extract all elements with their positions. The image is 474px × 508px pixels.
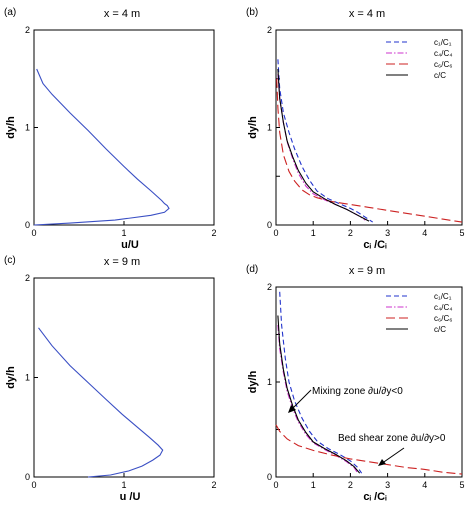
x-axis-label: u/U (121, 239, 139, 251)
legend-entry: c₆/C₆ (434, 314, 452, 323)
x-tick-label: 2 (211, 228, 216, 238)
panel-1: 0 1 2 0 1 2 u/U dy/h (a) x = 4 m (4, 7, 217, 251)
panel-label: (a) (4, 7, 16, 18)
y-axis-label: dy/h (5, 116, 17, 139)
series-line-1 (279, 291, 363, 474)
y-tick-label: 2 (267, 25, 272, 35)
panel-title: x = 4 m (349, 8, 385, 20)
panel-title: x = 9 m (104, 256, 140, 268)
x-tick-label: 2 (348, 228, 353, 238)
panel-3: 0 1 2 0 1 2 u /U dy/h (c) x = 9 m (4, 255, 217, 503)
y-tick-label: 1 (25, 373, 30, 383)
series-line-2 (277, 73, 366, 221)
y-tick-label: 1 (267, 123, 272, 133)
y-tick-label: 1 (25, 123, 30, 133)
x-tick-label: 3 (385, 228, 390, 238)
panel-label: (d) (246, 264, 258, 275)
y-tick-label: 2 (267, 282, 272, 292)
x-tick-label: 1 (311, 480, 316, 490)
x-tick-label: 0 (273, 480, 278, 490)
arrowhead-icon (378, 459, 386, 466)
x-tick-label: 1 (121, 480, 126, 490)
x-tick-label: 5 (459, 228, 464, 238)
x-tick-label: 5 (459, 480, 464, 490)
x-tick-label: 0 (31, 228, 36, 238)
x-tick-label: 1 (121, 228, 126, 238)
x-tick-label: 2 (211, 480, 216, 490)
x-tick-label: 1 (311, 228, 316, 238)
panel-title: x = 4 m (104, 8, 140, 20)
panel-label: (b) (246, 7, 258, 18)
y-tick-label: 0 (267, 472, 272, 482)
panel-title: x = 9 m (349, 265, 385, 277)
legend-entry: c₁/C₁ (434, 38, 452, 47)
x-tick-label: 4 (422, 480, 427, 490)
y-axis-label: dy/h (247, 116, 259, 139)
series-line-1 (33, 68, 170, 226)
y-axis-label: dy/h (5, 366, 17, 389)
y-tick-label: 0 (267, 220, 272, 230)
legend-entry: c/C (434, 71, 446, 80)
plot-frame (33, 29, 215, 226)
annotation-mixing-zone: Mixing zone ∂u/∂y<0 (312, 386, 403, 397)
annotation-arrow (380, 447, 405, 465)
y-tick-label: 0 (25, 220, 30, 230)
y-axis-label: dy/h (247, 370, 259, 393)
series-line-1 (38, 327, 164, 478)
annotation-bed-shear-zone: Bed shear zone ∂u/∂y>0 (338, 433, 446, 444)
panel-label: (c) (4, 255, 16, 266)
legend-entry: c₆/C₆ (434, 60, 452, 69)
series-line-2 (277, 324, 359, 474)
x-tick-label: 0 (31, 480, 36, 490)
arrowhead-icon (288, 405, 296, 413)
legend-entry: c₁/C₁ (434, 292, 452, 301)
x-tick-label: 0 (273, 228, 278, 238)
x-tick-label: 2 (348, 480, 353, 490)
x-axis-label: u /U (120, 491, 141, 503)
x-axis-label: cᵢ /Cᵢ (363, 239, 387, 251)
legend-entry: c₄/C₄ (434, 303, 453, 312)
series-line-3 (275, 424, 463, 475)
legend: c₁/C₁ c₄/C₄ c₆/C₆ c/C (386, 38, 453, 80)
annotation-arrow (290, 389, 312, 411)
plot-frame (33, 277, 215, 478)
x-tick-label: 3 (385, 480, 390, 490)
legend-entry: c₄/C₄ (434, 49, 453, 58)
y-tick-label: 2 (25, 273, 30, 283)
y-tick-label: 2 (25, 25, 30, 35)
series-line-3 (276, 78, 463, 223)
series-line-4 (277, 68, 370, 222)
series-line-1 (277, 59, 374, 223)
legend: c₁/C₁ c₄/C₄ c₆/C₆ c/C (386, 292, 453, 334)
legend-entry: c/C (434, 325, 446, 334)
y-tick-label: 0 (25, 472, 30, 482)
y-tick-label: 1 (267, 377, 272, 387)
x-tick-label: 4 (422, 228, 427, 238)
x-axis-label: cᵢ /Cᵢ (363, 491, 387, 503)
series-line-4 (277, 315, 361, 474)
